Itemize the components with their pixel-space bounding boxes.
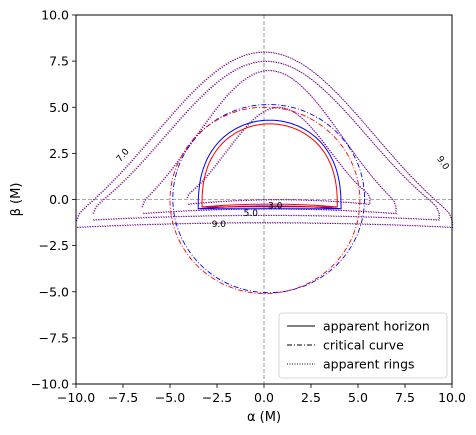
x-tick-label: 0.0 [254, 390, 274, 405]
apparent-horizon-blue [197, 119, 342, 210]
apparent-ring-blue [187, 107, 371, 205]
x-axis-label: α (M) [247, 410, 281, 425]
y-tick-label: −7.5 [39, 330, 69, 345]
y-tick-label: 10.0 [41, 8, 69, 23]
y-tick-label: −5.0 [39, 284, 69, 299]
y-tick-label: 2.5 [49, 146, 69, 161]
apparent-ring-red [75, 51, 453, 228]
contour-label: 5.0 [244, 209, 259, 219]
x-tick-label: −10.0 [57, 390, 95, 405]
y-tick-label: 7.5 [49, 54, 69, 69]
y-axis-label: β (M) [9, 183, 24, 217]
critical-curve-red [169, 106, 361, 295]
contour-label: 9.0 [212, 220, 227, 230]
x-tick-label: −5.0 [155, 390, 185, 405]
y-axis-ticks: −10.0 −7.5 −5.0 −2.5 0.0 2.5 5.0 7.5 10.0 [31, 8, 76, 392]
legend-label: critical curve [323, 338, 404, 353]
apparent-ring-blue [93, 61, 440, 221]
apparent-ring-red [186, 106, 370, 205]
zero-guide-lines [76, 15, 452, 384]
x-tick-label: 2.5 [301, 390, 321, 405]
x-tick-label: −2.5 [202, 390, 232, 405]
apparent-ring-red [141, 69, 397, 214]
y-tick-label: 5.0 [49, 100, 69, 115]
x-tick-label: 7.5 [395, 390, 415, 405]
apparent-horizon-red [201, 123, 338, 208]
y-tick-label: 0.0 [49, 192, 69, 207]
x-axis-ticks: −10.0 −7.5 −5.0 −2.5 0.0 2.5 5.0 7.5 10.0 [57, 384, 466, 405]
contour-label: 3.0 [268, 202, 283, 212]
legend-label: apparent horizon [323, 319, 430, 334]
legend: apparent horizon critical curve apparent r… [278, 312, 448, 379]
x-tick-label: 10.0 [438, 390, 466, 405]
y-tick-label: −10.0 [31, 377, 69, 392]
y-tick-label: −2.5 [39, 238, 69, 253]
x-tick-label: 5.0 [348, 390, 368, 405]
apparent-ring-blue [76, 51, 454, 229]
legend-box [278, 312, 448, 379]
chart-curves [75, 51, 454, 295]
apparent-ring-blue [142, 70, 397, 215]
legend-label: apparent rings [323, 357, 415, 372]
x-tick-label: −7.5 [108, 390, 138, 405]
critical-curve-blue [172, 104, 366, 294]
